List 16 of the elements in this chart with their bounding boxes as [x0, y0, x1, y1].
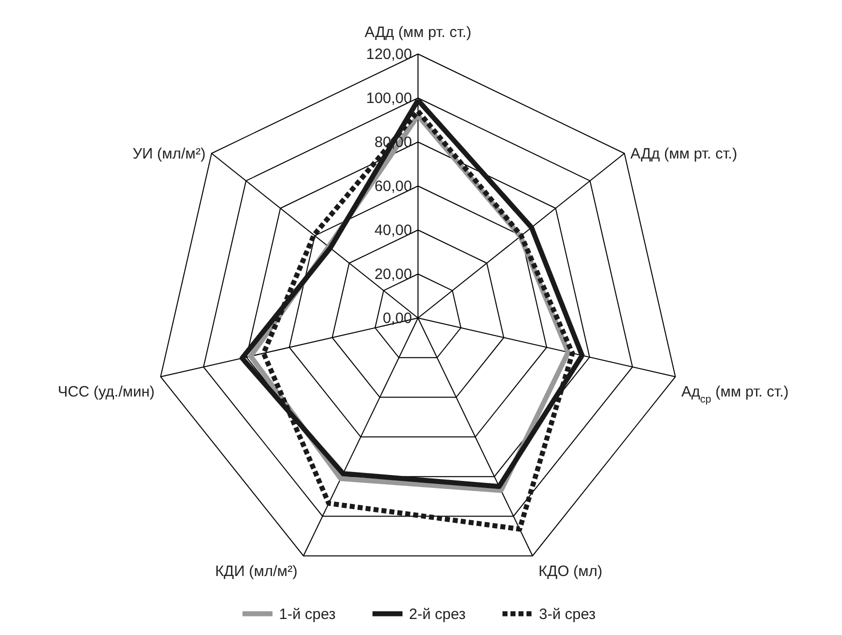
legend-label: 2-й срез: [409, 606, 466, 623]
spoke-label: КДИ (мл/м²): [215, 562, 298, 580]
legend-label: 3-й срез: [539, 606, 596, 623]
spoke-label: УИ (мл/м²): [132, 145, 206, 162]
spoke-label: АДд (мм рт. ст.): [630, 145, 738, 162]
spoke-label: АДд (мм рт. ст.): [364, 24, 472, 41]
y-tick-label: 120,00: [366, 46, 412, 63]
y-tick-label: 100,00: [366, 90, 412, 107]
y-tick-label: 40,00: [374, 222, 412, 239]
legend-label: 1-й срез: [279, 606, 336, 623]
y-tick-label: 20,00: [374, 266, 412, 283]
y-tick-label: 60,00: [374, 178, 412, 195]
spoke-label: ЧСС (уд./мин): [58, 384, 155, 401]
spoke-label: КДО (мл): [538, 562, 602, 580]
spoke-label: Ад$_{ср}$ (мм рт. ст.): [681, 384, 789, 406]
y-tick-label: 0,00: [382, 310, 412, 327]
